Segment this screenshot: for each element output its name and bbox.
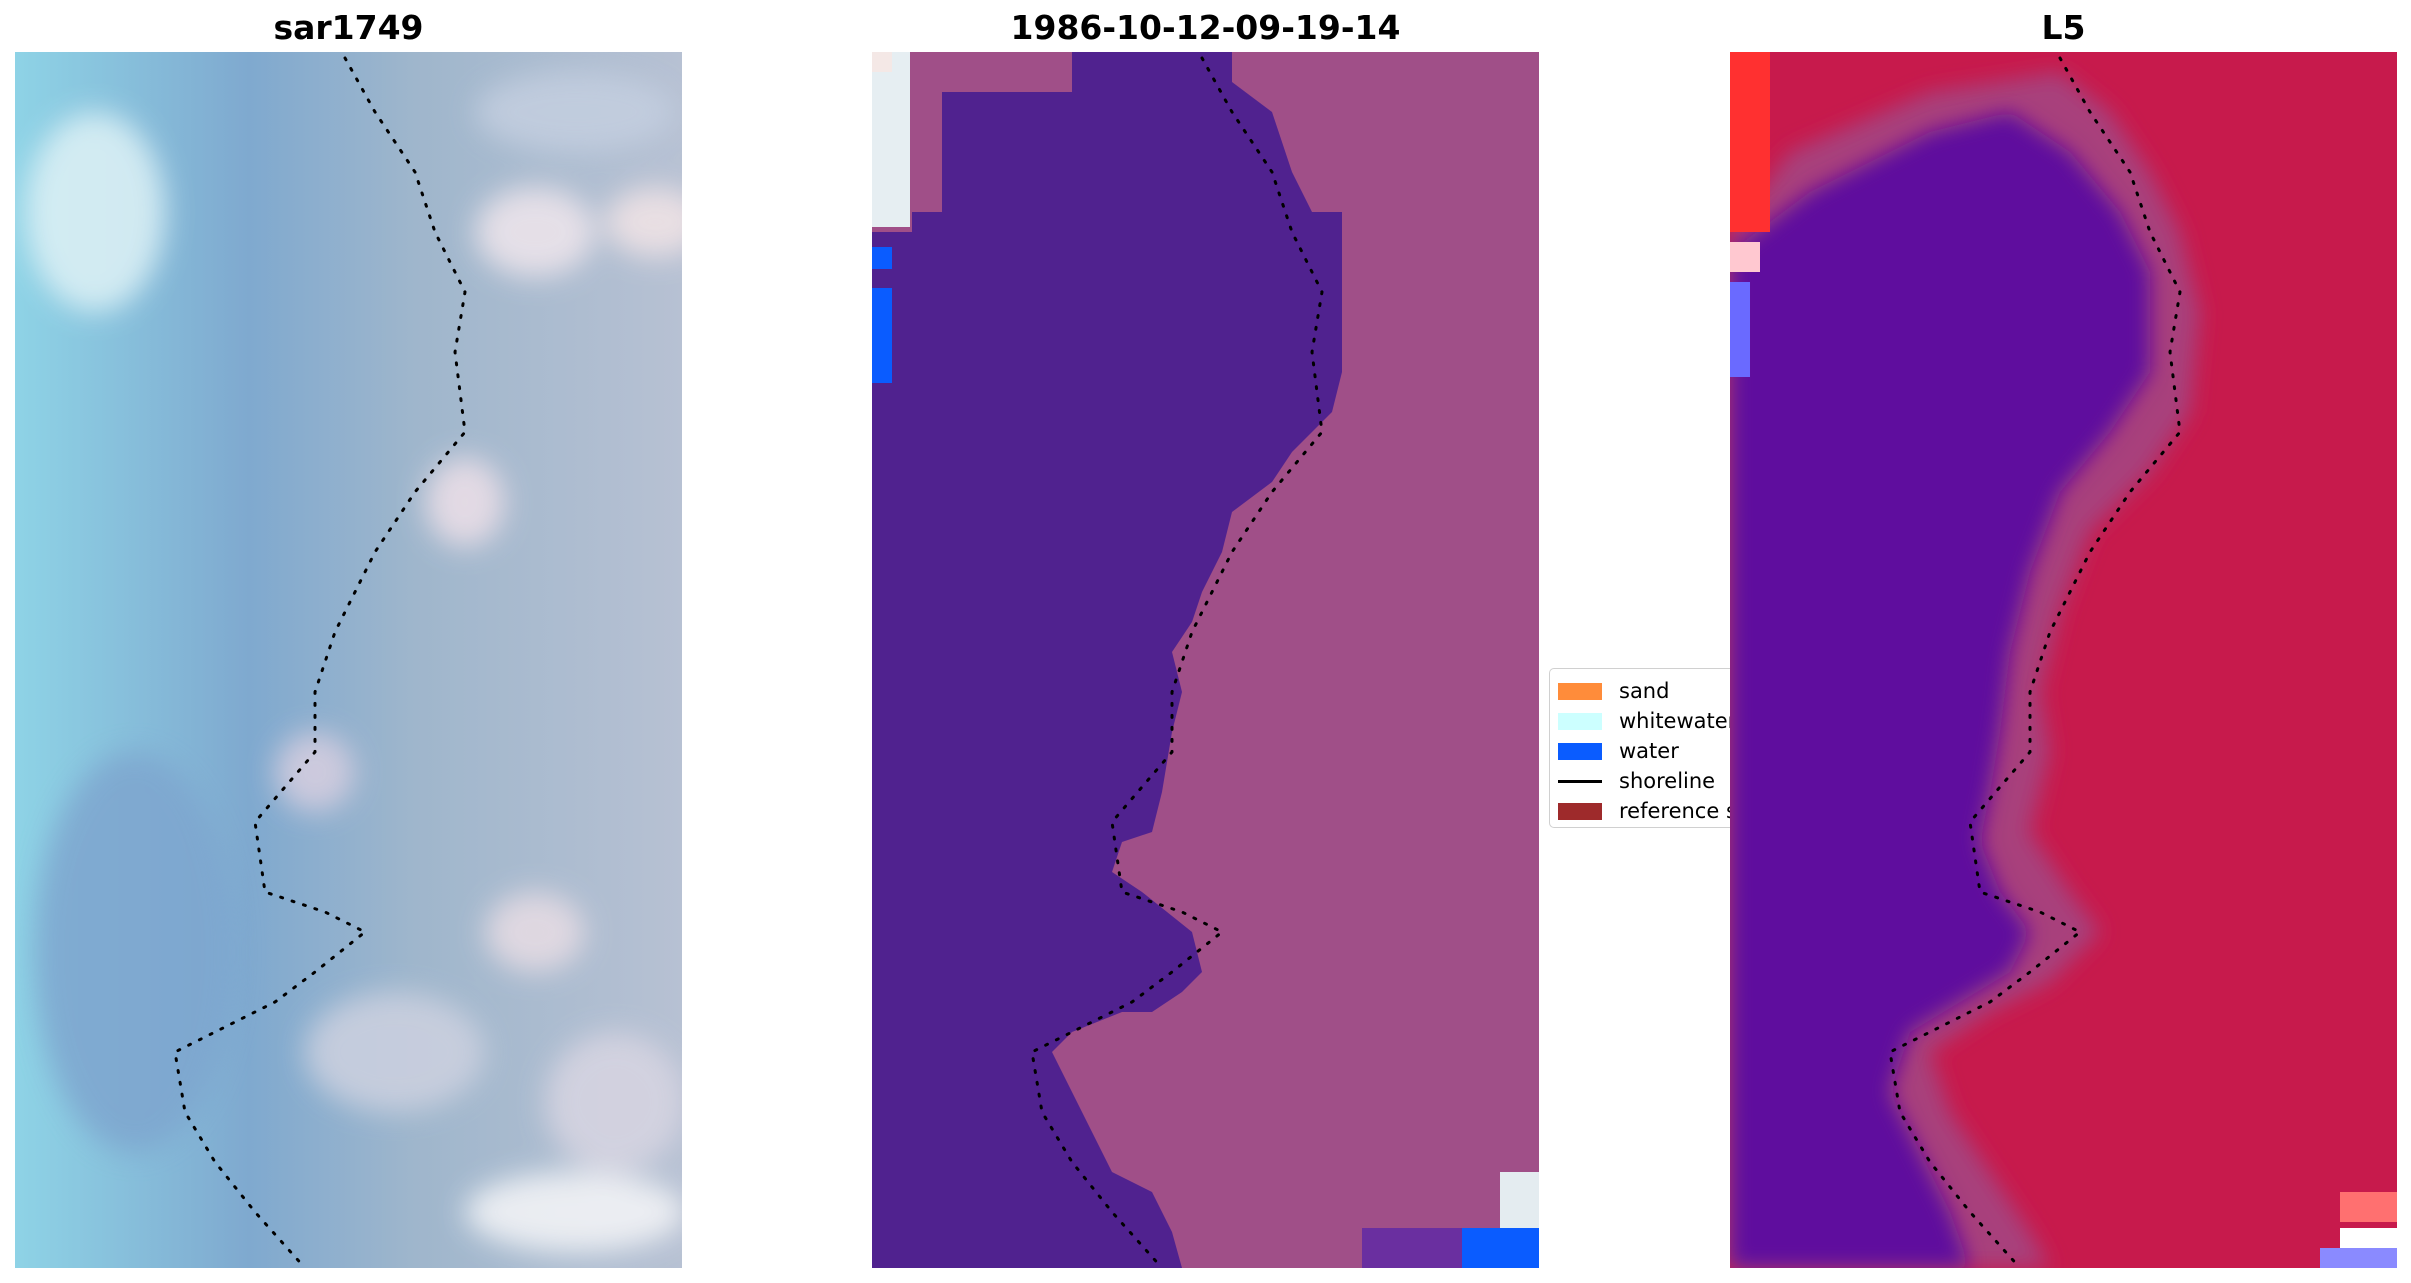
legend-swatch-whitewater: [1558, 712, 1602, 730]
satellite-rgb-image: [15, 52, 682, 1268]
legend-item-water: water: [1558, 737, 1679, 765]
panel-title-l5: L5: [2041, 8, 2086, 47]
legend-item-sand: sand: [1558, 677, 1669, 705]
satellite-rgb-svg: [15, 52, 682, 1268]
index-edge-red: [1730, 52, 1770, 232]
legend-label-reference: reference s: [1619, 799, 1730, 823]
shoreline-dots-3: [1888, 56, 2182, 1268]
shoreline-dots-2: [1030, 56, 1324, 1268]
index-edge-blue: [1730, 282, 1750, 377]
legend-swatch-water: [1558, 742, 1602, 760]
whitewater-pixels: [872, 52, 910, 227]
legend-swatch-sand: [1558, 682, 1602, 700]
panel-title-date: 1986-10-12-09-19-14: [1010, 8, 1401, 47]
water-pixels-column: [872, 288, 892, 383]
water-class-area: [872, 52, 1342, 1268]
legend: sand whitewater water shoreline referenc…: [1549, 668, 1730, 828]
legend-line-shoreline: [1558, 779, 1602, 783]
legend-item-whitewater: whitewater: [1558, 707, 1730, 735]
legend-label-sand: sand: [1619, 679, 1670, 703]
index-svg: [1730, 52, 2397, 1268]
water-pixel: [872, 247, 892, 269]
classified-svg: [872, 52, 1539, 1268]
legend-label-whitewater: whitewater: [1619, 709, 1730, 733]
water-pixels-corner: [1462, 1228, 1539, 1268]
legend-item-shoreline: shoreline: [1558, 767, 1715, 795]
classified-image: [872, 52, 1539, 1268]
legend-label-water: water: [1619, 739, 1679, 763]
index-low-area: [1730, 112, 2150, 1268]
panel-title-sar1749: sar1749: [273, 8, 424, 47]
legend-swatch-reference: [1558, 802, 1602, 820]
legend-item-reference: reference s: [1558, 797, 1730, 825]
shoreline-dots-1: [173, 56, 467, 1268]
index-image: [1730, 52, 2397, 1268]
legend-label-shoreline: shoreline: [1619, 769, 1716, 793]
